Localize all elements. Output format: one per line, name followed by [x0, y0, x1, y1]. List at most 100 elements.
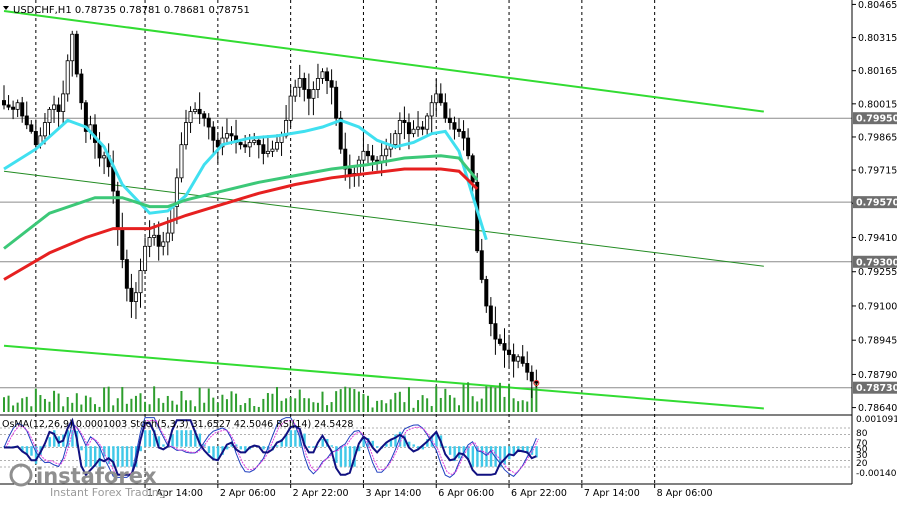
- osma-bar: [207, 446, 211, 453]
- collapse-triangle-icon[interactable]: [3, 6, 9, 10]
- volume-bar: [285, 398, 288, 412]
- candle-body: [56, 104, 61, 112]
- candle-body: [156, 234, 161, 247]
- osma-bar: [335, 446, 338, 463]
- volume-bar: [244, 403, 247, 412]
- osma-bar: [203, 444, 206, 447]
- volume-bar: [271, 393, 274, 412]
- channel-line-1: [3, 344, 764, 410]
- volume-bar: [134, 395, 137, 412]
- moving-average-0: [3, 118, 488, 241]
- volume-bar: [316, 402, 319, 412]
- volume-bar: [3, 397, 5, 412]
- candle-body: [129, 287, 134, 302]
- volume-bar: [471, 396, 474, 412]
- osma-bar: [348, 446, 352, 467]
- candle-body: [461, 131, 466, 139]
- volume-bar: [376, 400, 379, 412]
- volume-bar: [235, 393, 238, 412]
- volume-bar: [367, 395, 369, 412]
- moving-averages: [3, 118, 488, 281]
- osma-bar: [421, 446, 424, 450]
- candle-body: [188, 111, 193, 124]
- volume-bar: [262, 398, 265, 412]
- osma-bar: [321, 439, 324, 447]
- volume-bar: [453, 397, 456, 412]
- watermark-tagline: Instant Forex Trading: [50, 486, 166, 499]
- candle-body: [315, 78, 320, 90]
- channel-lines: [3, 10, 764, 410]
- level-tag-label: 0.78730: [856, 383, 897, 394]
- volume-bar: [348, 387, 351, 412]
- volume-bar: [530, 390, 533, 412]
- volume-bar: [66, 397, 69, 412]
- watermark-logo-icon: [9, 463, 33, 487]
- osma-bar: [225, 446, 229, 450]
- candle-body: [325, 71, 330, 82]
- osma-bar: [394, 434, 397, 447]
- volume-bar: [107, 386, 110, 412]
- level-tag-bg: [853, 196, 897, 209]
- price-tick-label: 0.80165: [858, 66, 897, 77]
- volume-bar: [430, 406, 433, 412]
- volume-bar: [7, 395, 10, 412]
- candle-body: [438, 93, 443, 104]
- candle-body: [70, 33, 75, 62]
- osma-bar: [130, 446, 133, 467]
- level-tag-label: 0.79950: [856, 114, 897, 125]
- candle-body: [211, 126, 216, 141]
- volume-bar: [303, 398, 306, 412]
- oscillator-pane: [0, 414, 852, 478]
- volume-bar: [84, 395, 87, 412]
- osma-bar: [139, 446, 142, 452]
- price-tick-label: 0.80015: [858, 99, 897, 110]
- volume-bar: [116, 398, 119, 412]
- candle-body: [42, 122, 47, 137]
- candle-body: [297, 78, 302, 88]
- channel-line-0: [3, 10, 764, 113]
- osma-bar: [371, 440, 374, 447]
- channel-line-2: [3, 170, 764, 267]
- osma-bar: [517, 446, 520, 453]
- candle-body: [425, 115, 430, 130]
- volume-bar: [280, 400, 283, 412]
- volume-bar: [435, 386, 438, 412]
- osma-bar: [376, 446, 379, 448]
- volume-bar: [71, 402, 74, 412]
- candle-body: [434, 93, 439, 104]
- candle-body: [2, 100, 7, 106]
- volume-bar: [485, 386, 488, 412]
- candle-body: [11, 106, 16, 110]
- osma-bar: [444, 446, 447, 448]
- candle-body: [470, 155, 475, 183]
- osma-bar: [121, 446, 124, 467]
- price-tick-label: 0.78640: [858, 403, 897, 414]
- candle-body: [143, 245, 148, 272]
- osma-bar: [494, 446, 497, 467]
- volume-bar: [312, 402, 315, 412]
- volume-bar: [62, 406, 65, 412]
- candle-body: [493, 323, 498, 340]
- candle-body: [124, 259, 129, 289]
- candle-body: [174, 177, 179, 207]
- candle-body: [33, 131, 38, 146]
- watermark-brand: instaforex: [36, 464, 157, 488]
- volume-bar: [521, 400, 524, 412]
- osma-bar: [285, 433, 288, 447]
- osma-bar: [185, 430, 188, 447]
- price-tick-label: 0.78945: [858, 336, 897, 347]
- volume-bar: [112, 405, 115, 412]
- stoch-signal-line: [5, 420, 539, 475]
- candle-body: [466, 137, 471, 157]
- candle-body: [243, 144, 248, 148]
- osma-bar: [7, 446, 10, 447]
- watermark: instaforex Instant Forex Trading: [9, 463, 166, 499]
- candle-body: [456, 128, 461, 132]
- candle-body: [215, 139, 220, 148]
- osma-bar: [34, 446, 38, 464]
- volume-bar: [153, 386, 156, 412]
- osma-bar: [71, 430, 74, 447]
- time-tick-label: 2 Apr 22:00: [293, 488, 349, 499]
